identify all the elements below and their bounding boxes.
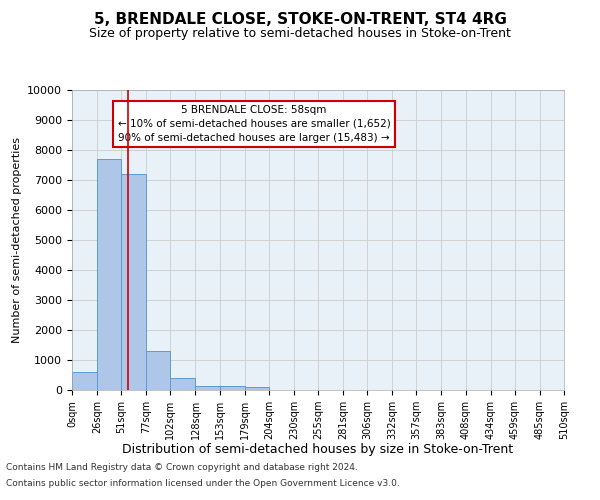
Text: Contains HM Land Registry data © Crown copyright and database right 2024.: Contains HM Land Registry data © Crown c… [6, 464, 358, 472]
Bar [170, 378, 196, 390]
Bar [72, 372, 97, 390]
Bar [121, 174, 146, 390]
Bar [97, 159, 121, 390]
Text: 5 BRENDALE CLOSE: 58sqm
← 10% of semi-detached houses are smaller (1,652)
90% of: 5 BRENDALE CLOSE: 58sqm ← 10% of semi-de… [118, 105, 391, 143]
Text: Distribution of semi-detached houses by size in Stoke-on-Trent: Distribution of semi-detached houses by … [122, 442, 514, 456]
Text: 5, BRENDALE CLOSE, STOKE-ON-TRENT, ST4 4RG: 5, BRENDALE CLOSE, STOKE-ON-TRENT, ST4 4… [94, 12, 506, 28]
Bar [220, 386, 245, 390]
Text: Contains public sector information licensed under the Open Government Licence v3: Contains public sector information licen… [6, 478, 400, 488]
Text: Size of property relative to semi-detached houses in Stoke-on-Trent: Size of property relative to semi-detach… [89, 28, 511, 40]
Bar [146, 351, 170, 390]
Bar [196, 386, 220, 390]
Y-axis label: Number of semi-detached properties: Number of semi-detached properties [12, 137, 22, 343]
Bar [245, 388, 269, 390]
